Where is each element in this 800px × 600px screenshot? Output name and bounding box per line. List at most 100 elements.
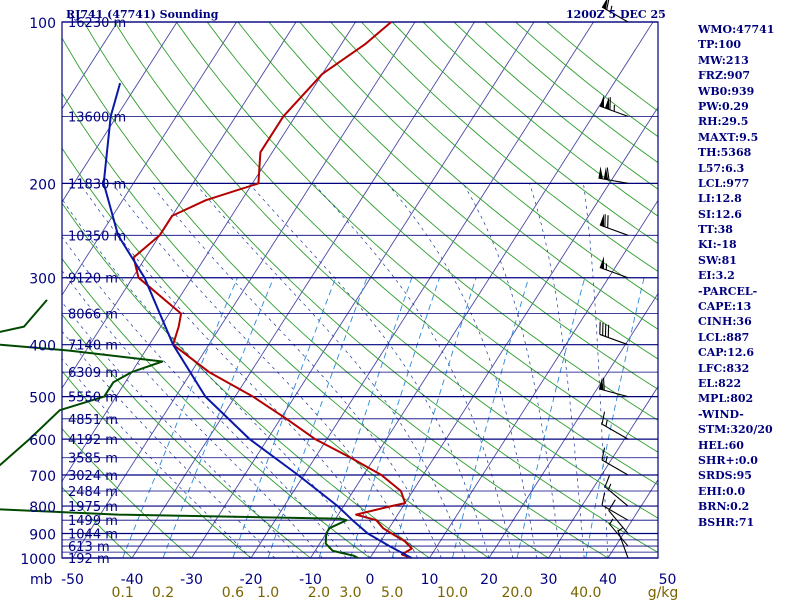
stability-index-item: EI:3.2 [698, 269, 735, 283]
pressure-tick-label: 500 [29, 391, 56, 407]
mixing-ratio-label: 10.0 [437, 585, 468, 600]
mixing-ratio-label: 0.1 [111, 585, 133, 600]
parcel-path-line [102, 82, 413, 559]
mixing-ratio-label: 3.0 [339, 585, 361, 600]
moist-adiabat-line [462, 183, 561, 558]
moist-adiabat-line [313, 183, 514, 558]
stability-index-item: SI:12.6 [698, 207, 742, 221]
isotherm-line [62, 22, 237, 296]
temperature-tick-label: -20 [240, 572, 263, 588]
mixing-ratio-label: 0.6 [222, 585, 244, 600]
stability-index-item: KI:-18 [698, 238, 737, 252]
pressure-unit-label: mb [30, 572, 53, 588]
pressure-tick-label: 600 [29, 433, 56, 449]
stability-index-item: WB0:939 [698, 84, 755, 98]
isotherm-line [488, 292, 658, 558]
wind-barb [599, 256, 629, 279]
isotherm-line [62, 22, 297, 390]
pressure-tick-label: 800 [29, 500, 56, 516]
wind-barb [604, 474, 629, 507]
temperature-tick-label: 0 [366, 572, 375, 588]
mixing-ratio-line [267, 277, 368, 558]
height-label: 4192 m [68, 433, 118, 448]
stability-index-item: FRZ:907 [698, 69, 751, 83]
stability-index-item: MW:213 [698, 53, 749, 67]
wind-barb [601, 411, 629, 440]
stability-index-item: TT:38 [698, 223, 733, 237]
stability-index-item: RH:29.5 [698, 115, 749, 129]
wind-barb [598, 166, 629, 184]
height-label: 1044 m [68, 527, 118, 542]
sounding-title: RJ741 (47741) Sounding [66, 8, 219, 21]
moist-adiabat-line [195, 183, 466, 558]
mixing-ratio-label: 40.0 [570, 585, 601, 600]
isotherm-line [250, 22, 594, 558]
height-label: 5550 m [68, 391, 118, 406]
height-label: 613 m [68, 540, 110, 555]
mixing-ratio-unit-label: g/kg [648, 585, 679, 600]
sounding-profiles [0, 21, 413, 559]
wind-barb [598, 377, 629, 398]
stability-index-item: HEL:60 [698, 438, 744, 452]
plot-frame [61, 21, 659, 559]
isotherm-line [131, 22, 475, 558]
height-label: 4851 m [68, 413, 118, 428]
height-label: 3024 m [68, 469, 118, 484]
height-label: 192 m [68, 552, 110, 567]
stability-index-item: BRN:0.2 [698, 500, 750, 514]
temperature-tick-label: 10 [421, 572, 439, 588]
sounding-time: 1200Z 5 DEC 25 [566, 8, 666, 21]
height-label: 13600 m [68, 110, 126, 125]
stability-index-item: BSHR:71 [698, 515, 755, 529]
mixing-ratio-label: 2.0 [308, 585, 330, 600]
temperature-tick-label: -50 [61, 572, 84, 588]
stability-index-item: EHI:0.0 [698, 484, 746, 498]
stability-index-item: TH:5368 [698, 146, 752, 160]
stability-index-item: LI:12.8 [698, 192, 742, 206]
height-label: 16230 m [68, 16, 126, 31]
stability-index-item: EL:822 [698, 376, 742, 390]
stability-index-item: CAPE:13 [698, 300, 752, 314]
dewpoint-profile-line [0, 299, 359, 559]
stability-index-item: LCL:977 [698, 176, 750, 190]
wind-barb [601, 447, 629, 476]
isobar-lines [62, 21, 658, 559]
moist-adiabat-line [112, 183, 418, 558]
dry-adiabat-lines [62, 22, 658, 558]
pressure-tick-label: 200 [29, 177, 56, 193]
stability-index-item: LCL:887 [698, 330, 750, 344]
mixing-ratio-line [232, 277, 337, 558]
mixing-ratio-label: 0.2 [152, 585, 174, 600]
height-label: 3585 m [68, 452, 118, 467]
stability-index-item: PW:0.29 [698, 99, 749, 113]
height-label: 10350 m [68, 229, 126, 244]
height-label: 11830 m [68, 177, 126, 192]
pressure-tick-label: 400 [29, 339, 56, 355]
temperature-tick-label: -30 [180, 572, 203, 588]
wind-barb [601, 0, 629, 23]
height-label: 2484 m [68, 485, 118, 500]
height-label: 9120 m [68, 272, 118, 287]
height-label: 6309 m [68, 366, 118, 381]
wind-barb [608, 518, 629, 547]
height-label: 7140 m [68, 339, 118, 354]
stability-index-item: LFC:832 [698, 361, 750, 375]
height-label: 1499 m [68, 514, 118, 529]
mixing-ratio-label: 20.0 [502, 585, 533, 600]
mixing-ratio-line [516, 277, 586, 558]
plot-border [61, 21, 659, 559]
pressure-tick-label: 1000 [20, 552, 56, 568]
mixing-ratio-line [122, 277, 238, 558]
isotherm-line [310, 22, 654, 558]
isotherm-line [62, 22, 178, 203]
pressure-tick-label: 300 [29, 272, 56, 288]
stability-index-item: TP:100 [698, 38, 742, 52]
mixing-ratio-label: 1.0 [257, 585, 279, 600]
moist-adiabat-line [62, 236, 347, 558]
mixing-ratio-line [451, 277, 530, 558]
stability-index-item: SRDS:95 [698, 469, 752, 483]
moist-adiabat-line [248, 183, 490, 558]
temperature-profile-line [132, 21, 413, 559]
stability-index-item: SHR+:0.0 [698, 453, 758, 467]
